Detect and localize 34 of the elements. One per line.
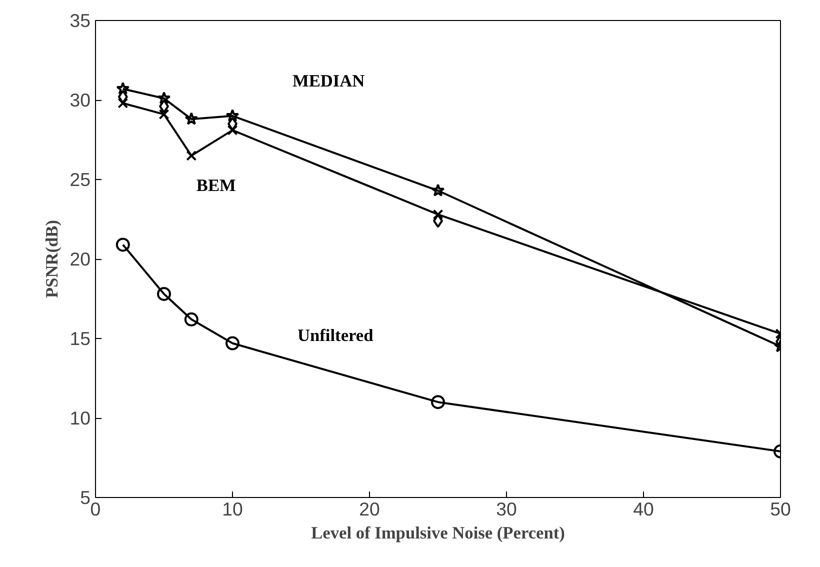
series-label: Unfiltered [298, 326, 374, 345]
point [157, 91, 171, 104]
point [118, 98, 128, 108]
y-tick-label: 10 [70, 408, 91, 428]
point [116, 82, 130, 95]
x-tick-label: 0 [90, 498, 101, 520]
x-axis-title: Level of Impulsive Noise (Percent) [311, 524, 566, 542]
text: MEDIAN [292, 71, 366, 90]
point [431, 184, 445, 196]
x-tick-label: 40 [633, 498, 654, 520]
x-tick-label: 20 [359, 498, 380, 520]
point [432, 209, 444, 220]
point [158, 109, 170, 120]
point [118, 90, 128, 104]
point [157, 286, 171, 301]
x-tick-label: 10 [222, 498, 243, 520]
y-tick-label: 20 [70, 248, 91, 270]
point [186, 150, 197, 161]
point [184, 112, 198, 125]
point [116, 238, 130, 252]
point [431, 395, 445, 410]
point [226, 336, 240, 350]
y-tick-label: 5 [80, 487, 91, 508]
point [227, 124, 238, 136]
y-axis-title: PSNR(dB) [42, 220, 62, 298]
point [226, 108, 240, 122]
y-tick-label: 15 [70, 328, 91, 349]
x-tick-label: 50 [770, 498, 791, 520]
y-tick-label: 30 [70, 90, 91, 110]
x-tick-label: 30 [496, 498, 517, 520]
series-label: BEM [196, 176, 236, 196]
point [184, 312, 198, 326]
y-tick-label: 35 [70, 10, 91, 31]
y-tick-label: 25 [70, 169, 91, 190]
